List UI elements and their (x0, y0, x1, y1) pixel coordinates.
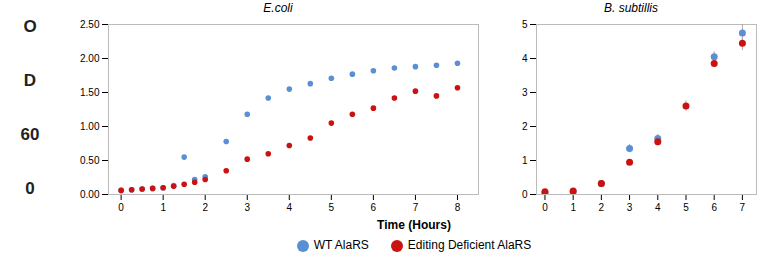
svg-text:4: 4 (287, 202, 293, 213)
svg-text:1: 1 (160, 202, 166, 213)
svg-text:2: 2 (522, 121, 528, 132)
svg-text:2: 2 (202, 202, 208, 213)
svg-text:5: 5 (522, 19, 528, 30)
html-text:B. subtillis: B. subtillis (604, 1, 658, 15)
svg-text:5: 5 (683, 202, 689, 213)
html-text:Editing Deficient AlaRS: Editing Deficient AlaRS (407, 238, 532, 252)
html-text:0: 0 (25, 179, 35, 198)
html-text:D: D (23, 71, 37, 90)
svg-text:7: 7 (413, 202, 419, 213)
svg-text:8: 8 (455, 202, 461, 213)
svg-text:1.50: 1.50 (80, 87, 100, 98)
svg-text:1.00: 1.00 (80, 121, 100, 132)
html-text:E.coli: E.coli (263, 1, 293, 15)
svg-text:0.50: 0.50 (80, 155, 100, 166)
svg-text:5: 5 (329, 202, 335, 213)
svg-text:3: 3 (244, 202, 250, 213)
svg-text:3: 3 (522, 87, 528, 98)
svg-text:7: 7 (740, 202, 746, 213)
svg-text:1: 1 (570, 202, 576, 213)
html-text:60: 60 (20, 125, 40, 144)
svg-text:2.00: 2.00 (80, 53, 100, 64)
svg-text:6: 6 (371, 202, 377, 213)
html-text:O: O (23, 17, 37, 36)
svg-text:4: 4 (655, 202, 661, 213)
svg-text:0.00: 0.00 (80, 189, 100, 200)
svg-text:0: 0 (118, 202, 124, 213)
svg-text:2: 2 (599, 202, 605, 213)
svg-text:0: 0 (542, 202, 548, 213)
svg-text:1: 1 (522, 155, 528, 166)
svg-text:0: 0 (522, 189, 528, 200)
svg-text:4: 4 (522, 53, 528, 64)
svg-text:2.50: 2.50 (80, 19, 100, 30)
html-text:Time (Hours): Time (Hours) (377, 218, 451, 232)
svg-text:3: 3 (627, 202, 633, 213)
svg-text:6: 6 (711, 202, 717, 213)
html-text:WT AlaRS: WT AlaRS (313, 238, 369, 252)
